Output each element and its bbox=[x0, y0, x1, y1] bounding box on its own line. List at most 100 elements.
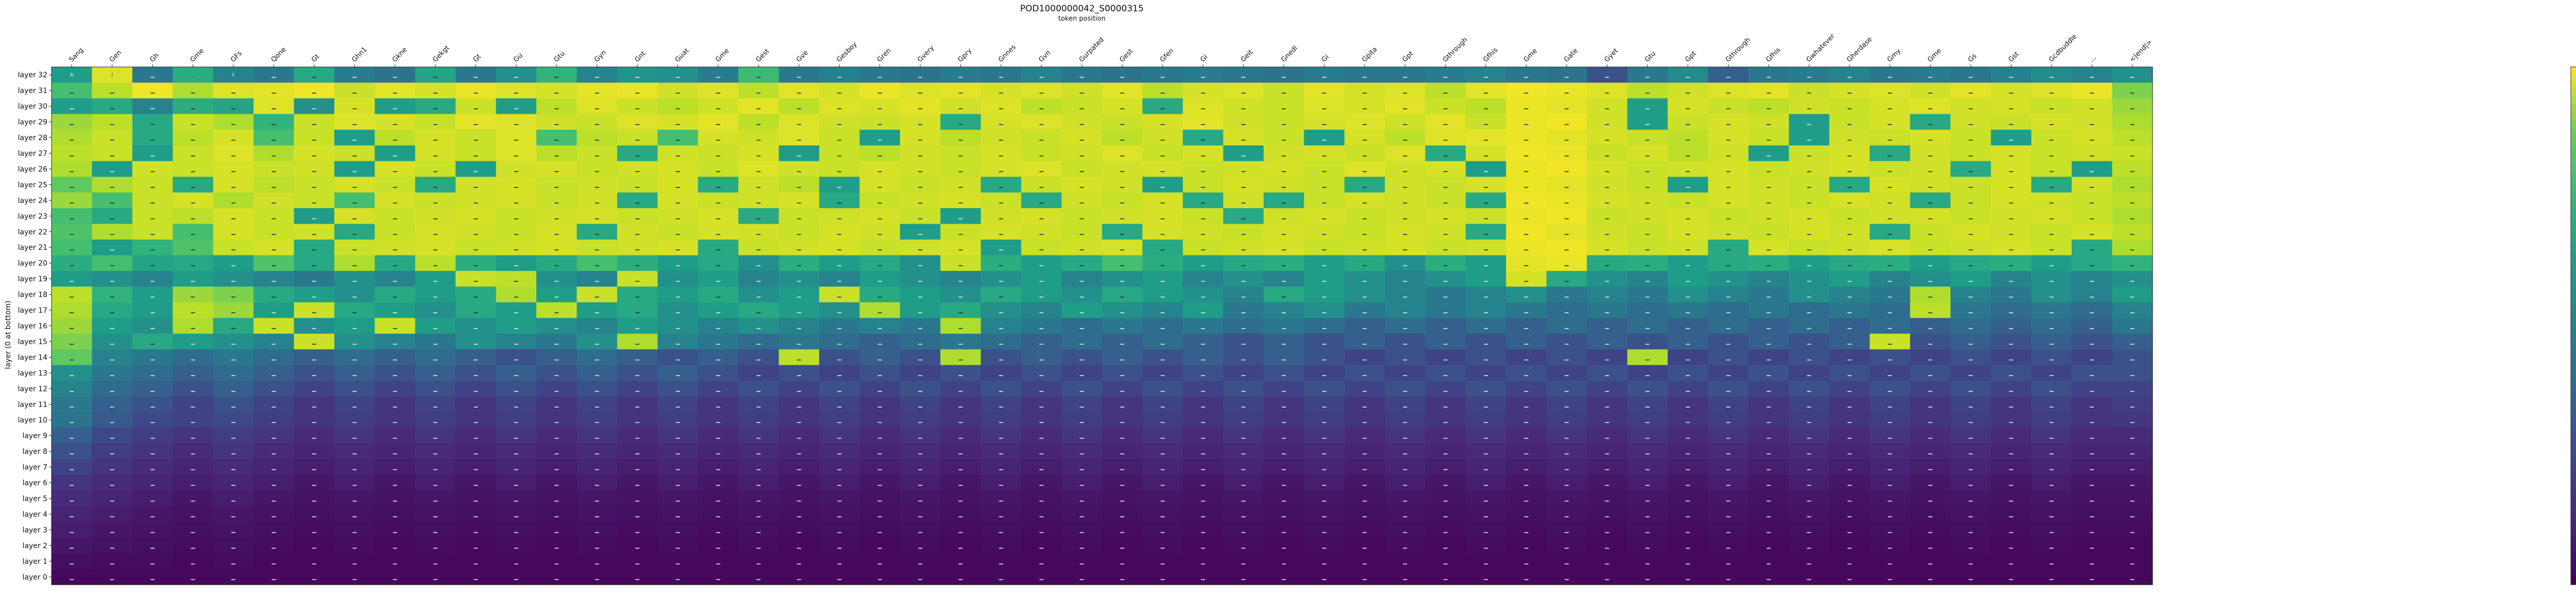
heatmap-cell bbox=[1304, 67, 1345, 83]
heatmap-cell bbox=[980, 67, 1022, 83]
heatmap-cell bbox=[900, 224, 941, 240]
cell-token: ▁ bbox=[1200, 308, 1205, 314]
heatmap-cell bbox=[1546, 412, 1587, 429]
heatmap-cell bbox=[859, 145, 901, 162]
heatmap-cell bbox=[52, 82, 93, 99]
heatmap-cell bbox=[496, 129, 537, 146]
cell-token: ▁ bbox=[1685, 135, 1690, 141]
cell-token: ▁ bbox=[150, 418, 155, 423]
cell-token: ▁ bbox=[110, 496, 114, 502]
cell-token: ▁ bbox=[2090, 245, 2094, 251]
heatmap-cell bbox=[455, 82, 497, 99]
heatmap-cell bbox=[1384, 82, 1426, 99]
heatmap-cell bbox=[536, 412, 578, 429]
heatmap-cell bbox=[657, 98, 699, 114]
cell-token: ▁ bbox=[1564, 543, 1569, 549]
cell-token: ▁ bbox=[1483, 559, 1488, 565]
heatmap-cell bbox=[1384, 177, 1426, 193]
heatmap-cell bbox=[1910, 365, 1951, 381]
cell-token: ▁ bbox=[877, 135, 882, 141]
heatmap-cell bbox=[1789, 82, 1830, 99]
heatmap-cell bbox=[1182, 161, 1224, 177]
cell-token: ▁ bbox=[2130, 512, 2134, 517]
cell-token: ▁ bbox=[1726, 559, 1731, 565]
heatmap-cell bbox=[900, 412, 941, 429]
cell-token: ▁ bbox=[69, 166, 74, 172]
cell-token: ▁ bbox=[2049, 355, 2054, 361]
cell-token: ▁ bbox=[2090, 543, 2094, 549]
heatmap-cell bbox=[1829, 161, 1870, 177]
heatmap-cell bbox=[334, 98, 375, 114]
cell-token: ▁ bbox=[1645, 339, 1650, 345]
cell-token: ▁ bbox=[554, 120, 558, 125]
heatmap-cell bbox=[778, 129, 820, 146]
heatmap-cell bbox=[900, 192, 941, 209]
x-tick-label: Gme bbox=[1926, 47, 1943, 63]
heatmap-cell bbox=[1344, 82, 1385, 99]
cell-token: ▁ bbox=[1160, 418, 1165, 423]
cell-token: ▁ bbox=[756, 88, 761, 94]
heatmap-cell bbox=[455, 224, 497, 240]
x-tick-label: Gfen bbox=[1159, 47, 1175, 63]
cell-token: ▁ bbox=[1241, 88, 1246, 94]
cell-token: ▁ bbox=[2130, 402, 2134, 407]
cell-token: ▁ bbox=[837, 433, 841, 439]
cell-token: ▁ bbox=[514, 182, 518, 188]
cell-token: ▁ bbox=[1847, 151, 1852, 157]
cell-token: ▁ bbox=[352, 559, 357, 565]
cell-token: ▁ bbox=[877, 120, 882, 125]
heatmap-cell bbox=[375, 349, 416, 366]
heatmap-cell bbox=[1263, 67, 1304, 83]
heatmap-cell bbox=[1384, 208, 1426, 225]
cell-token: ▁ bbox=[433, 512, 437, 517]
cell-token: ▁ bbox=[2009, 182, 2013, 188]
heatmap-cell bbox=[1910, 302, 1951, 318]
cell-token: ▁ bbox=[1645, 73, 1650, 78]
x-tick-label: <|end|> bbox=[2128, 38, 2154, 64]
cell-token: ▁ bbox=[1281, 339, 1286, 345]
heatmap-cell bbox=[1829, 333, 1870, 350]
x-tick-label: Gh bbox=[148, 52, 161, 64]
heatmap-cell bbox=[617, 161, 658, 177]
heatmap-cell bbox=[2112, 114, 2153, 130]
heatmap-cell bbox=[1991, 333, 2032, 350]
cell-token: ▁ bbox=[2130, 355, 2134, 361]
cell-token: ▁ bbox=[1807, 104, 1811, 110]
cell-token: ▁ bbox=[1241, 120, 1246, 125]
cell-token: ▁ bbox=[635, 120, 639, 125]
cell-token: ▁ bbox=[312, 370, 316, 376]
heatmap-cell bbox=[1667, 177, 1708, 193]
cell-token: ▁ bbox=[393, 370, 397, 376]
heatmap-cell bbox=[132, 240, 173, 256]
x-tick-label: Gi bbox=[1320, 54, 1331, 64]
cell-token: ▁ bbox=[1039, 261, 1044, 266]
heatmap-cell bbox=[859, 98, 901, 114]
cell-token: ▁ bbox=[877, 355, 882, 361]
heatmap-cell bbox=[1465, 240, 1506, 256]
heatmap-cell bbox=[536, 365, 578, 381]
cell-token: ▁ bbox=[1402, 229, 1407, 235]
cell-token: ▁ bbox=[1847, 135, 1852, 141]
cell-token: ▁ bbox=[1321, 120, 1326, 125]
heatmap-cell bbox=[698, 302, 739, 318]
cell-token: ▁ bbox=[716, 73, 720, 78]
cell-token: ▁ bbox=[635, 229, 639, 235]
cell-token: ▁ bbox=[2049, 449, 2054, 455]
heatmap-cell bbox=[1546, 255, 1587, 271]
cell-token: ▁ bbox=[675, 512, 680, 517]
cell-token: ▁ bbox=[110, 574, 114, 580]
cell-token: ▁ bbox=[1847, 449, 1852, 455]
cell-token: ▁ bbox=[231, 481, 235, 486]
cell-token: ▁ bbox=[2049, 433, 2054, 439]
cell-token: ▁ bbox=[554, 449, 558, 455]
cell-token: ▁ bbox=[998, 308, 1003, 314]
heatmap-cell bbox=[1061, 412, 1103, 429]
cell-token: ▁ bbox=[1726, 182, 1731, 188]
cell-token: ▁ bbox=[1079, 496, 1084, 502]
cell-token: ▁ bbox=[1120, 198, 1124, 203]
heatmap-cell bbox=[1182, 98, 1224, 114]
cell-token: ▁ bbox=[837, 402, 841, 407]
cell-token: ▁ bbox=[635, 88, 639, 94]
cell-token: ▁ bbox=[1079, 324, 1084, 329]
heatmap-cell bbox=[1142, 333, 1183, 350]
